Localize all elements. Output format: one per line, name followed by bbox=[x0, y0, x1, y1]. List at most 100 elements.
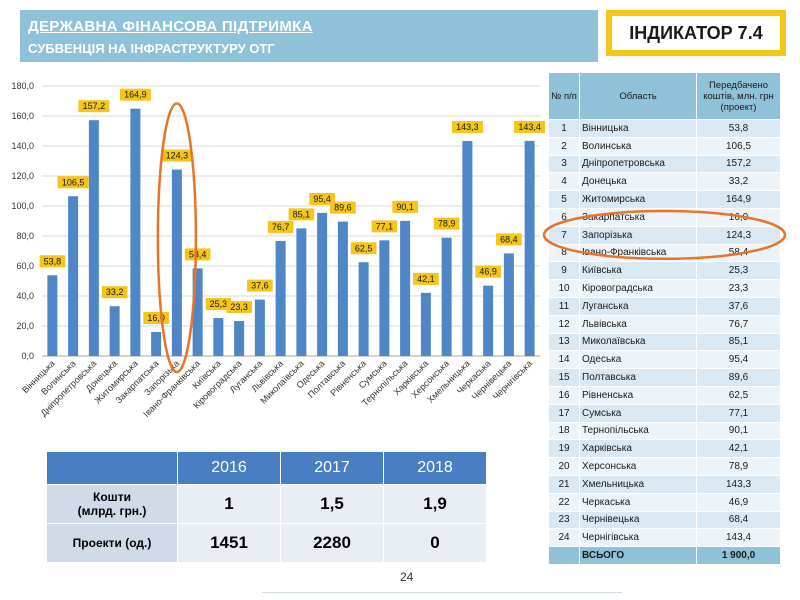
region-amount: 143,4 bbox=[697, 529, 781, 547]
bar bbox=[359, 262, 369, 356]
data-label: 90,1 bbox=[396, 202, 414, 212]
bar bbox=[442, 238, 452, 356]
bar bbox=[276, 241, 286, 356]
region-name: Луганська bbox=[580, 297, 697, 315]
summary-year-header: 2017 bbox=[281, 452, 384, 485]
data-label: 89,6 bbox=[334, 203, 352, 213]
y-tick-label: 40,0 bbox=[16, 291, 34, 301]
region-amount: 78,9 bbox=[697, 458, 781, 476]
region-row: 22 Черкаська 46,9 bbox=[549, 493, 781, 511]
region-number: 12 bbox=[549, 315, 580, 333]
y-tick-label: 160,0 bbox=[11, 111, 34, 121]
data-label: 58,4 bbox=[189, 249, 207, 259]
region-row: 13 Миколаївська 85,1 bbox=[549, 333, 781, 351]
bar bbox=[47, 275, 57, 356]
indicator-label: ІНДИКАТОР 7.4 bbox=[612, 16, 780, 50]
region-number: 11 bbox=[549, 297, 580, 315]
region-name: Чернівецька bbox=[580, 511, 697, 529]
region-name: Полтавська bbox=[580, 369, 697, 387]
y-tick-label: 180,0 bbox=[11, 81, 34, 91]
region-amount: 46,9 bbox=[697, 493, 781, 511]
region-number: 13 bbox=[549, 333, 580, 351]
region-number: 22 bbox=[549, 493, 580, 511]
y-tick-label: 100,0 bbox=[11, 201, 34, 211]
region-amount: 164,9 bbox=[697, 191, 781, 209]
bar bbox=[462, 141, 472, 356]
bar bbox=[296, 228, 306, 356]
region-amount: 90,1 bbox=[697, 422, 781, 440]
bar bbox=[151, 332, 161, 356]
region-amount: 16,0 bbox=[697, 208, 781, 226]
region-name: Миколаївська bbox=[580, 333, 697, 351]
region-number: 17 bbox=[549, 404, 580, 422]
bar bbox=[379, 240, 389, 356]
data-label: 25,3 bbox=[210, 299, 228, 309]
region-name: Волинська bbox=[580, 137, 697, 155]
region-number: 18 bbox=[549, 422, 580, 440]
y-tick-label: 140,0 bbox=[11, 141, 34, 151]
y-tick-label: 120,0 bbox=[11, 171, 34, 181]
region-amount: 143,3 bbox=[697, 475, 781, 493]
region-number: 1 bbox=[549, 120, 580, 138]
region-amount: 58,4 bbox=[697, 244, 781, 262]
region-table-header: Передбачено коштів, млн. грн (проект) bbox=[697, 73, 781, 120]
bar bbox=[234, 321, 244, 356]
region-amount: 76,7 bbox=[697, 315, 781, 333]
region-amount: 106,5 bbox=[697, 137, 781, 155]
region-row: 19 Харківська 42,1 bbox=[549, 440, 781, 458]
y-tick-label: 60,0 bbox=[16, 261, 34, 271]
region-amount: 62,5 bbox=[697, 386, 781, 404]
bar-chart: 0,020,040,060,080,0100,0120,0140,0160,01… bbox=[0, 72, 545, 432]
region-name: Рівненська bbox=[580, 386, 697, 404]
total-label: ВСЬОГО bbox=[580, 547, 697, 565]
region-name: Запорізька bbox=[580, 226, 697, 244]
data-label: 164,9 bbox=[124, 90, 147, 100]
region-name: Сумська bbox=[580, 404, 697, 422]
summary-table: 2016 2017 2018 Кошти (млрд. грн.) 1 1,5 1,9 Про… bbox=[46, 451, 487, 563]
data-label: 23,3 bbox=[230, 302, 248, 312]
data-label: 106,5 bbox=[62, 177, 85, 187]
bar bbox=[483, 286, 493, 356]
region-name: Черкаська bbox=[580, 493, 697, 511]
region-amount: 33,2 bbox=[697, 173, 781, 191]
summary-value: 1 bbox=[178, 485, 281, 524]
bar bbox=[89, 120, 99, 356]
region-row: 16 Рівненська 62,5 bbox=[549, 386, 781, 404]
region-amount: 95,4 bbox=[697, 351, 781, 369]
region-number: 23 bbox=[549, 511, 580, 529]
summary-value: 1451 bbox=[178, 524, 281, 563]
region-number: 24 bbox=[549, 529, 580, 547]
summary-year-header: 2018 bbox=[384, 452, 487, 485]
region-number: 4 bbox=[549, 173, 580, 191]
summary-row-label: Кошти (млрд. грн.) bbox=[47, 485, 178, 524]
y-tick-label: 80,0 bbox=[16, 231, 34, 241]
region-number: 9 bbox=[549, 262, 580, 280]
region-amount: 89,6 bbox=[697, 369, 781, 387]
summary-value: 2280 bbox=[281, 524, 384, 563]
data-label: 78,9 bbox=[438, 219, 456, 229]
summary-row: Проекти (од.) 1451 2280 0 bbox=[47, 524, 487, 563]
region-name: Львівська bbox=[580, 315, 697, 333]
region-amount: 68,4 bbox=[697, 511, 781, 529]
region-row: 3 Дніпропетровська 157,2 bbox=[549, 155, 781, 173]
region-number: 10 bbox=[549, 280, 580, 298]
region-number: 2 bbox=[549, 137, 580, 155]
data-label: 124,3 bbox=[166, 151, 189, 161]
data-label: 53,8 bbox=[44, 256, 62, 266]
region-row: 2 Волинська 106,5 bbox=[549, 137, 781, 155]
indicator-badge: ІНДИКАТОР 7.4 bbox=[606, 10, 786, 56]
region-name: Кіровоградська bbox=[580, 280, 697, 298]
summary-value: 0 bbox=[384, 524, 487, 563]
region-table-header: № п/п bbox=[549, 73, 580, 120]
data-label: 68,4 bbox=[500, 234, 518, 244]
total-spacer bbox=[549, 547, 580, 565]
region-number: 16 bbox=[549, 386, 580, 404]
region-name: Вінницька bbox=[580, 120, 697, 138]
total-row: ВСЬОГО 1 900,0 bbox=[549, 547, 781, 565]
region-number: 5 bbox=[549, 191, 580, 209]
region-row: 23 Чернівецька 68,4 bbox=[549, 511, 781, 529]
region-name: Івано-Франківська bbox=[580, 244, 697, 262]
region-name: Донецька bbox=[580, 173, 697, 191]
data-label: 77,1 bbox=[376, 221, 394, 231]
data-label: 46,9 bbox=[479, 267, 497, 277]
